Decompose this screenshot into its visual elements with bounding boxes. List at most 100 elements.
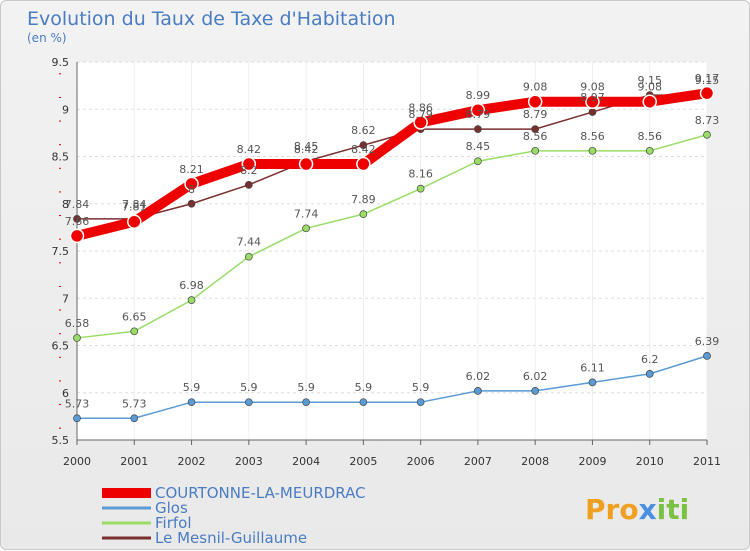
data-point [416, 398, 425, 407]
data-label: 8.99 [466, 89, 491, 102]
data-label: 5.9 [355, 381, 373, 394]
data-label: 9.15 [637, 74, 662, 87]
data-point [359, 398, 368, 407]
grid [76, 61, 708, 441]
data-point [531, 125, 540, 133]
series-line-courtonne-la-meurdrac [72, 88, 712, 241]
data-label: 7.84 [65, 198, 90, 211]
data-label: 8.2 [240, 164, 258, 177]
data-point [244, 181, 253, 189]
data-label: 8.86 [408, 101, 433, 114]
chart-subtitle: (en %) [27, 31, 67, 45]
x-tick-label: 2010 [636, 455, 664, 468]
data-point [359, 141, 368, 150]
series-line-firfol [76, 134, 708, 339]
legend-label: COURTONNE-LA-MEURDRAC [155, 484, 366, 502]
data-label: 8.73 [695, 114, 720, 127]
data-label: 8.56 [523, 130, 548, 143]
data-label: 8.79 [466, 108, 491, 121]
data-label: 5.9 [412, 381, 430, 394]
data-point [187, 199, 196, 208]
data-label: 5.9 [183, 381, 201, 394]
data-point [699, 85, 715, 101]
data-label: 6.02 [523, 370, 548, 383]
data-point [642, 94, 657, 109]
data-label: 9.15 [695, 74, 720, 87]
x-tick-label: 2008 [521, 455, 549, 468]
data-point [645, 146, 654, 155]
data-point [356, 156, 371, 172]
data-point [302, 224, 310, 233]
data-point [187, 398, 196, 407]
data-point [73, 215, 81, 223]
data-label: 7.89 [351, 193, 376, 206]
proxiti-logo: Proxiti [585, 493, 689, 526]
data-label: 9.17 [695, 72, 720, 85]
data-label: 8.79 [408, 108, 433, 121]
data-point [130, 414, 139, 423]
y-tick-label: 8 [62, 198, 69, 211]
x-tick-label: 2006 [407, 455, 435, 468]
x-tick-label: 2004 [292, 455, 320, 468]
data-label: 8.62 [351, 124, 376, 137]
x-tick-label: 2007 [464, 455, 492, 468]
data-label: 8.97 [580, 91, 605, 104]
y-tick-label: 6.5 [52, 340, 70, 353]
data-label: 8 [188, 183, 195, 196]
x-tick-label: 2009 [578, 455, 606, 468]
data-label: 5.9 [297, 381, 315, 394]
y-tick-label: 5.5 [52, 434, 70, 447]
data-label: 8.56 [580, 130, 605, 143]
data-label: 6.39 [695, 335, 720, 348]
data-point [187, 296, 196, 304]
data-point [413, 115, 428, 130]
data-point [474, 125, 482, 133]
data-label: 9.08 [580, 81, 605, 94]
series-line-glos [76, 355, 708, 420]
x-tick-label: 2002 [178, 455, 206, 468]
data-label: 7.44 [237, 236, 262, 249]
data-point [244, 398, 253, 407]
data-point [470, 102, 486, 118]
y-tick-label: 9.5 [52, 56, 70, 69]
data-point [474, 157, 482, 166]
x-tick-label: 2011 [693, 455, 721, 468]
data-point [244, 252, 253, 261]
x-tick-label: 2005 [349, 455, 377, 468]
data-point [298, 156, 314, 172]
y-tick-label: 7 [62, 292, 69, 305]
data-label: 6.58 [65, 317, 90, 330]
data-label: 6.02 [466, 370, 491, 383]
data-point [69, 228, 85, 244]
data-point [588, 108, 597, 116]
data-label: 8.16 [408, 168, 433, 181]
series-layer [69, 85, 715, 423]
data-point [359, 210, 368, 218]
data-label: 8.42 [351, 143, 376, 156]
y-tick-label: 9 [62, 103, 69, 116]
data-label: 8.45 [294, 140, 319, 153]
y-tick-label: 8.5 [52, 151, 70, 164]
data-label: 9.08 [523, 81, 548, 94]
data-point [703, 352, 711, 360]
data-point [645, 370, 654, 378]
data-label: 5.73 [65, 397, 90, 410]
data-label: 6.2 [641, 353, 659, 366]
data-label: 7.66 [65, 215, 90, 228]
y-tick-label: 7.5 [52, 245, 70, 258]
data-label: 5.9 [240, 381, 258, 394]
data-point [302, 398, 310, 407]
data-point [531, 387, 540, 395]
legend-label: Le Mesnil-Guillaume [155, 529, 307, 547]
data-point [241, 156, 257, 172]
data-point [73, 334, 81, 342]
chart-title: Evolution du Taux de Taxe d'Habitation [27, 8, 396, 30]
svg-text:Proxiti: Proxiti [585, 493, 689, 526]
data-point [588, 146, 597, 155]
data-label: 8.42 [294, 143, 319, 156]
data-label: 6.11 [580, 361, 605, 374]
data-label: 9.08 [637, 81, 662, 94]
